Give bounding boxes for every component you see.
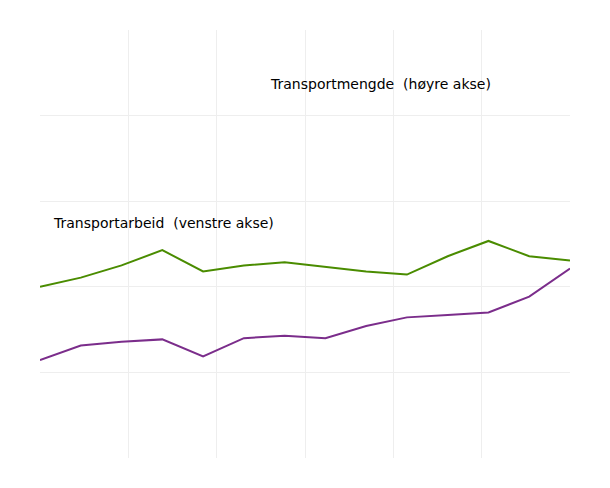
svg-text:Transportmengde (høyre akse): Transportmengde (høyre akse) <box>270 76 491 92</box>
svg-text:Transportarbeid (venstre akse: Transportarbeid (venstre akse) <box>53 215 274 231</box>
